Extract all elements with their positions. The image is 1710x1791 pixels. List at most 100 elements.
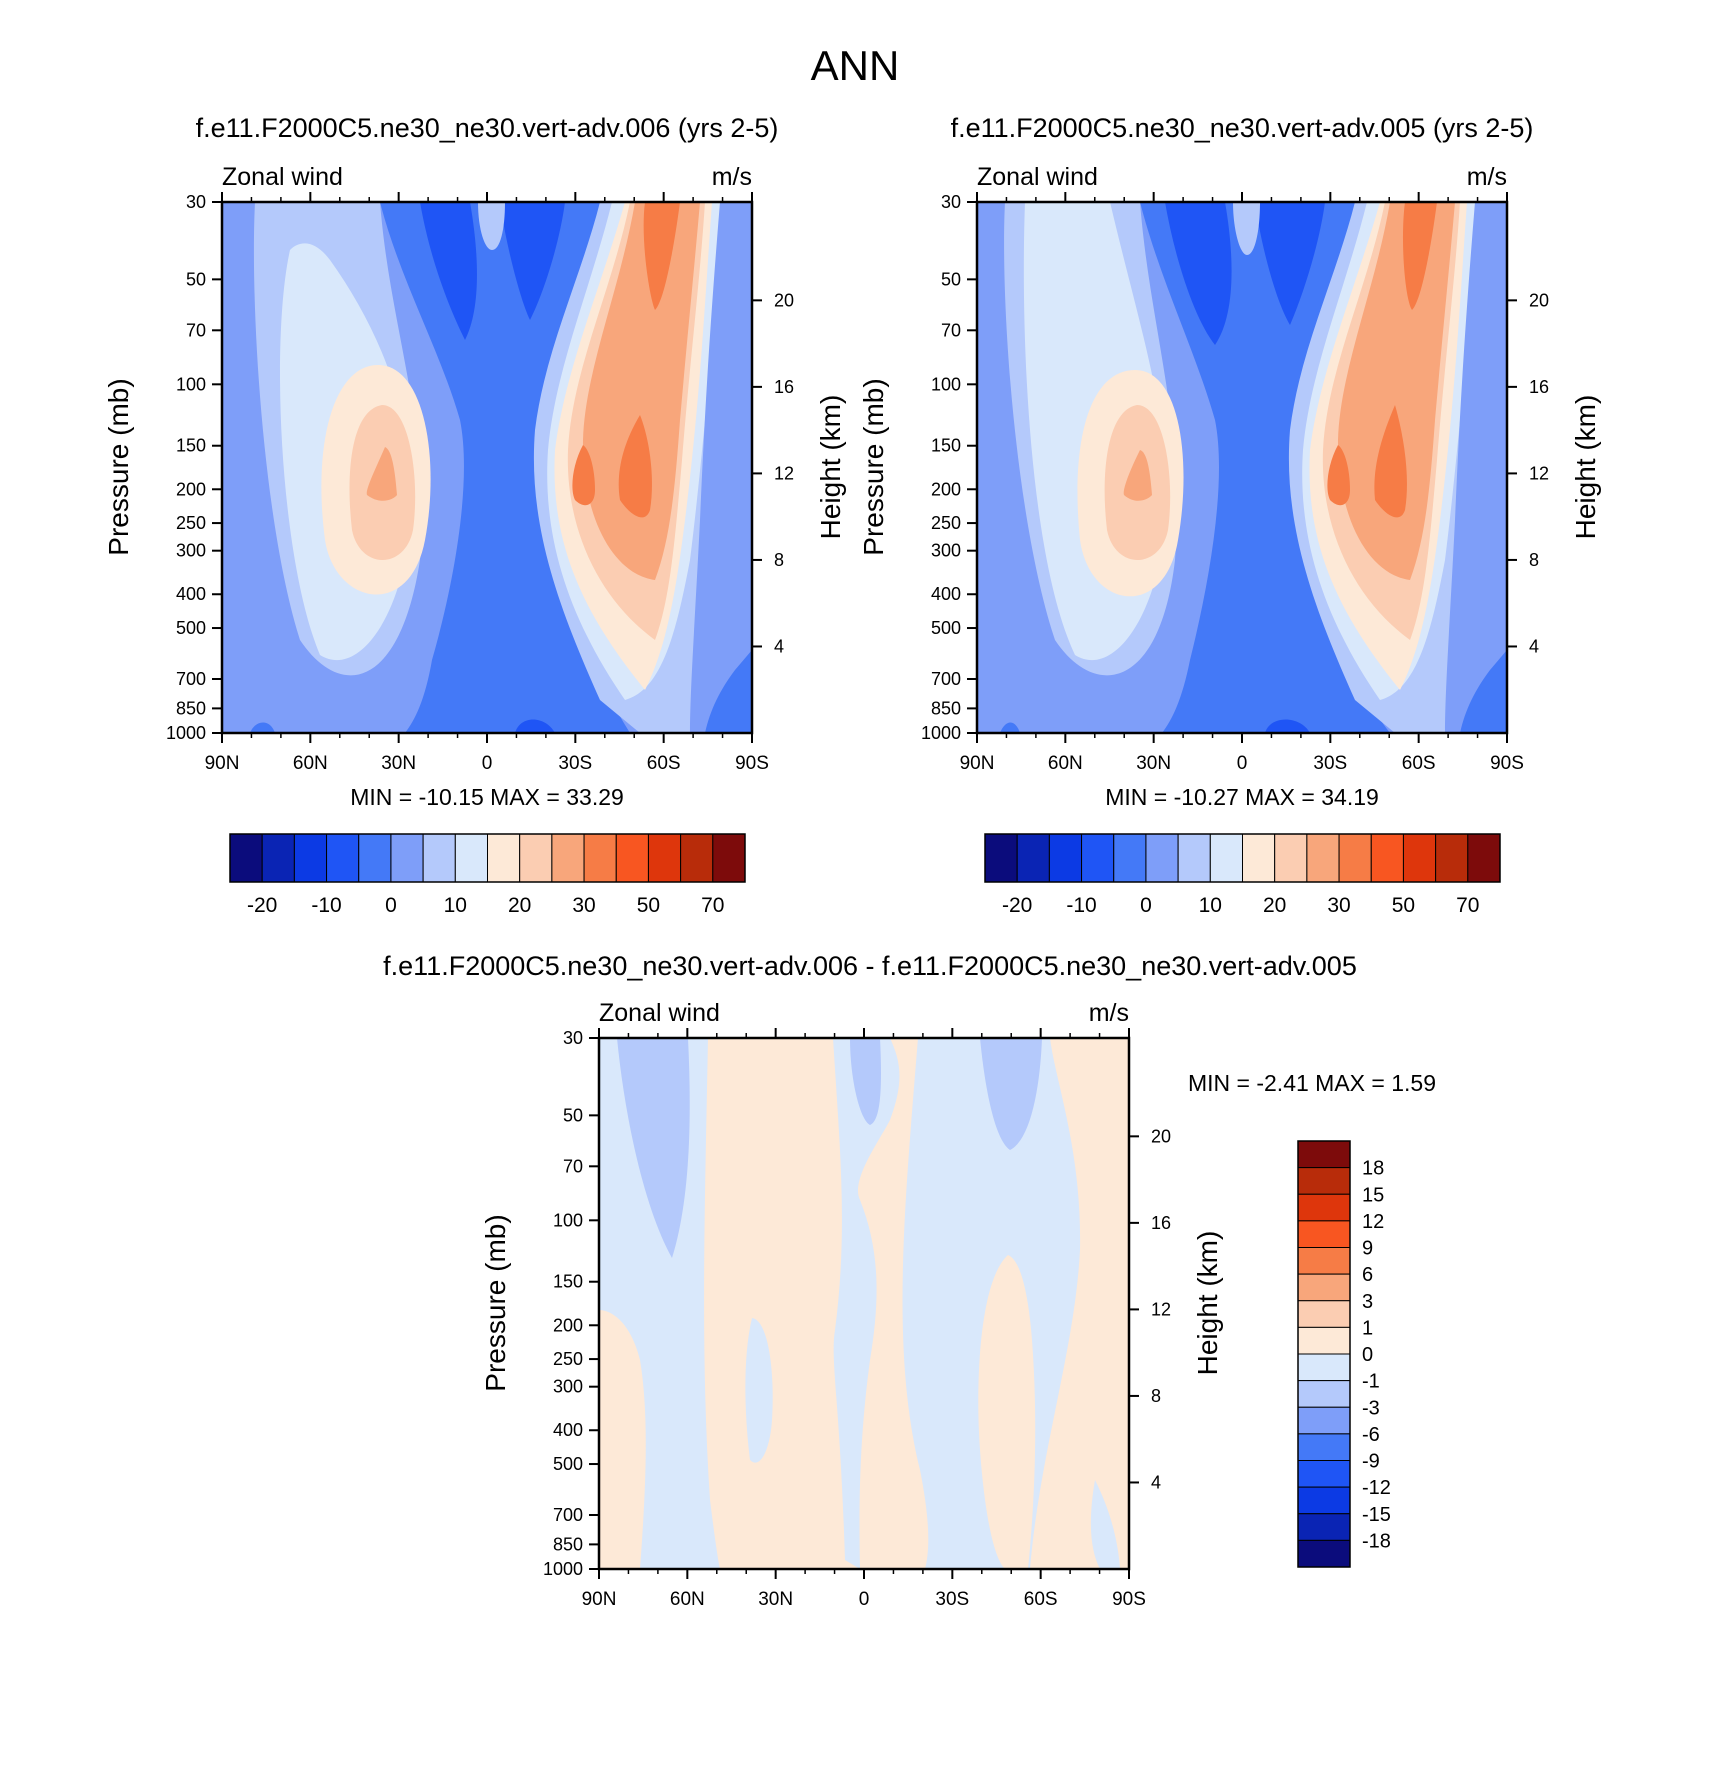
panel-difference-ylabel: Pressure (mb) [480, 1214, 511, 1391]
colorbar-box [1297, 1486, 1351, 1515]
x-tick-label: 30S [558, 753, 592, 774]
colorbar-label: 0 [1362, 1344, 1373, 1366]
x-tick-label: 90S [1490, 753, 1524, 774]
panel-test-colorbar: -20 -10 0 10 20 30 50 70 [229, 833, 746, 917]
colorbar-frame [984, 833, 1501, 883]
y-tick-label: 200 [931, 479, 961, 499]
y-tick-label: 30 [186, 192, 206, 212]
colorbar-label: -6 [1362, 1424, 1380, 1446]
colorbar-box [680, 833, 714, 883]
colorbar-frame [229, 833, 746, 883]
colorbar-box [1306, 833, 1340, 883]
y-tick-label: 1000 [166, 723, 206, 743]
y-tick-label: 500 [553, 1454, 583, 1474]
colorbar-box [293, 833, 328, 883]
colorbar-box [229, 833, 263, 883]
figure-title: ANN [811, 42, 900, 89]
y2-tick-label: 4 [1151, 1472, 1161, 1492]
y-tick-label: 100 [553, 1210, 583, 1230]
y-tick-label: 150 [553, 1272, 583, 1292]
panel-test: f.e11.F2000C5.ne30_ne30.vert-adv.006 (yr… [103, 113, 846, 917]
x-tick-label: 60S [647, 753, 681, 774]
colorbar-label: -15 [1362, 1504, 1391, 1526]
colorbar-box [1113, 833, 1147, 883]
contour-fill-negative-nh-strong [617, 1038, 690, 1258]
panel-test-stats: MIN = -10.15 MAX = 33.29 [350, 784, 624, 810]
colorbar-box [1145, 833, 1179, 883]
contour-fill-positive-sh-tongue [978, 1255, 1036, 1569]
contour-fill-negative-equator [833, 1038, 900, 1569]
colorbar-box [1297, 1193, 1351, 1222]
colorbar-box [422, 833, 456, 883]
y2-tick-label: 4 [774, 636, 784, 656]
contour-fill-surface-tropics [515, 719, 555, 733]
colorbar-box [358, 833, 392, 883]
colorbar-box [326, 833, 360, 883]
colorbar-box [1297, 1539, 1351, 1568]
x-tick-label: 60N [670, 1589, 705, 1610]
contour-fill-negative-sh-strong [980, 1038, 1042, 1150]
colorbar-box [390, 833, 424, 883]
y-tick-label: 150 [931, 436, 961, 456]
panel-difference: f.e11.F2000C5.ne30_ne30.vert-adv.006 - f… [383, 951, 1436, 1610]
panel-difference-stats: MIN = -2.41 MAX = 1.59 [1188, 1070, 1436, 1096]
y2-tick-label: 20 [1529, 290, 1549, 310]
colorbar-label: 9 [1362, 1238, 1373, 1260]
y2-tick-label: 20 [774, 290, 794, 310]
y-tick-label: 30 [563, 1028, 583, 1048]
contour-fill-negative-tropics-n [745, 1318, 773, 1463]
contour-fill-antarctic [690, 202, 752, 733]
colorbar-label: -20 [247, 894, 277, 917]
panel-difference-axes: 90N 60N 30N 0 30S 60S 90S 30 50 70 100 150 200 250 300… [543, 1028, 1171, 1610]
contour-fill-equator-tongue [478, 202, 505, 250]
x-tick-label: 60N [1048, 753, 1083, 774]
colorbar-label: -1 [1362, 1371, 1380, 1393]
panel-control-contours [977, 202, 1507, 733]
y-tick-label: 850 [553, 1534, 583, 1554]
x-tick-label: 90S [735, 753, 769, 774]
contour-fill-tropical-strat-core-2 [1255, 202, 1325, 325]
colorbar-label: 20 [508, 894, 531, 917]
y-tick-label: 700 [553, 1505, 583, 1525]
panel-control-colorbar: -20 -10 0 10 20 30 50 70 [984, 833, 1501, 917]
y-tick-label: 700 [931, 669, 961, 689]
panel-control-stats: MIN = -10.27 MAX = 34.19 [1105, 784, 1379, 810]
contour-fill-tropical-strat-core [1165, 202, 1232, 345]
y-tick-label: 300 [176, 541, 206, 561]
colorbar-box [1467, 833, 1501, 883]
panel-test-axes: 90N 60N 30N 0 30S 60S 90S 30 50 70 100 150 200 250 300… [166, 192, 794, 774]
colorbar-box [1338, 833, 1372, 883]
panel-difference-units-label: m/s [1089, 999, 1129, 1027]
x-tick-label: 30S [935, 1589, 969, 1610]
y2-tick-label: 16 [1529, 377, 1549, 397]
colorbar-label: 70 [701, 894, 724, 917]
y-tick-label: 250 [931, 513, 961, 533]
contour-fill-surface-nh [1000, 722, 1020, 733]
panel-test-ylabel: Pressure (mb) [103, 378, 134, 555]
contour-fill-jet-sh-core [1402, 202, 1437, 310]
x-tick-label: 0 [859, 1589, 870, 1610]
contour-fill-jet-sh-core [643, 202, 680, 310]
x-tick-label: 0 [1237, 753, 1248, 774]
panel-control-units-label: m/s [1467, 163, 1507, 191]
colorbar-box [1048, 833, 1083, 883]
x-tick-label: 90S [1112, 1589, 1146, 1610]
panel-difference-case-title: f.e11.F2000C5.ne30_ne30.vert-adv.006 - f… [383, 951, 1357, 981]
y2-tick-label: 8 [1529, 550, 1539, 570]
colorbar-label: 70 [1456, 894, 1479, 917]
panel-difference-variable-label: Zonal wind [599, 999, 720, 1027]
panel-difference-colorbar: 18 15 12 9 6 3 1 0 -1 -3 -6 -9 -12 -15 -18 [1297, 1140, 1391, 1568]
y-tick-label: 700 [176, 669, 206, 689]
colorbar-box [551, 833, 585, 883]
y2-tick-label: 8 [774, 550, 784, 570]
colorbar-box [1297, 1460, 1351, 1488]
y-tick-label: 850 [931, 698, 961, 718]
colorbar-label: 0 [385, 894, 397, 917]
colorbar-box [454, 833, 488, 883]
colorbar-box [647, 833, 682, 883]
panel-difference-y2label: Height (km) [1192, 1231, 1223, 1376]
colorbar-box [1297, 1433, 1351, 1461]
panel-control-y2label: Height (km) [1570, 395, 1601, 540]
x-tick-label: 90N [960, 753, 995, 774]
contour-fill-antarctic-surface [705, 650, 752, 733]
